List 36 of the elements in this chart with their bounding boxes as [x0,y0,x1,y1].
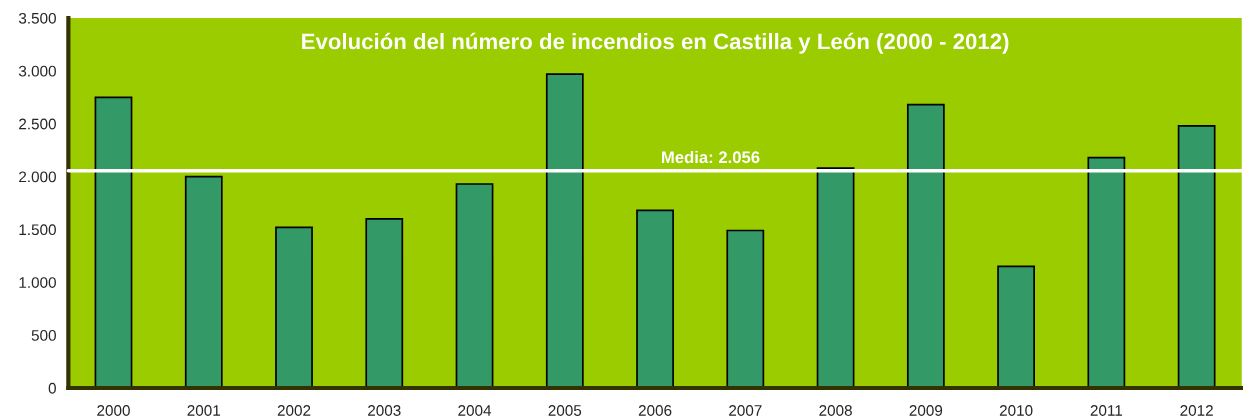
x-tick-label: 2011 [1090,405,1123,416]
bar [545,73,584,388]
bar [1087,156,1126,388]
x-tick-label: 2006 [638,405,672,416]
ref-line-label: Media: 2.056 [662,150,760,164]
y-tick-label: 0 [48,382,56,394]
bar [1177,125,1216,388]
bar [455,183,494,388]
bar [365,218,404,388]
y-tick-label: 1.000 [19,277,56,288]
x-tick-label: 2012 [1180,405,1213,416]
y-tick-label: 500 [31,330,56,341]
x-tick-label: 2005 [548,405,582,416]
y-tick-label: 3.500 [18,12,56,24]
x-tick-label: 2004 [458,405,492,416]
x-tick-label: 2003 [368,405,401,416]
x-tick-label: 2008 [819,405,852,416]
x-tick-label: 2000 [97,405,130,416]
bar [997,265,1035,388]
y-tick-label: 2.500 [19,118,56,130]
x-tick-label: 2007 [729,405,762,416]
bar [275,226,313,388]
text: Evolución del número de incendios en Castilla y León (2000 - 2012) [302,32,1009,54]
y-tick-label: 2.000 [19,171,56,183]
bar [636,209,674,388]
bar [726,229,765,388]
bar [184,175,223,388]
x-tick-label: 2010 [999,405,1033,416]
bar [816,167,855,388]
x-tick-label: 2009 [909,405,943,416]
y-tick-label: 3.000 [18,65,56,77]
x-tick-label: 2002 [277,405,311,416]
y-tick-label: 1.500 [19,224,56,236]
x-tick-label: 2001 [187,405,221,416]
bar [906,103,945,388]
bar [94,96,133,388]
